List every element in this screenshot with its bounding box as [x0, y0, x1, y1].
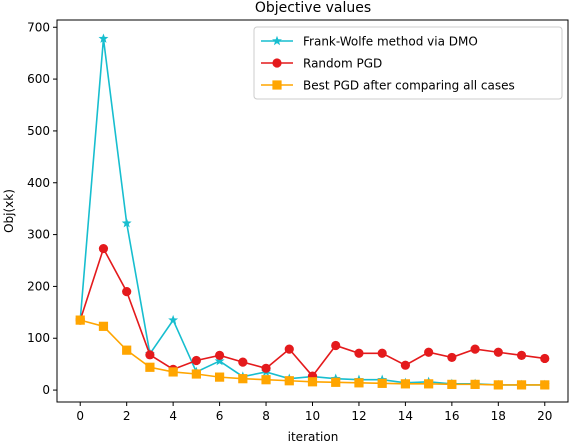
x-tick-label: 16 — [444, 409, 459, 423]
data-point — [261, 375, 271, 385]
data-point — [447, 352, 457, 363]
data-point — [400, 360, 411, 370]
data-point — [145, 362, 155, 372]
data-point — [400, 379, 411, 389]
data-point — [307, 377, 318, 387]
x-tick-label: 14 — [398, 409, 413, 423]
data-point — [470, 344, 480, 354]
data-point — [191, 369, 201, 379]
data-point — [331, 340, 341, 351]
data-point — [470, 379, 480, 389]
legend-label: Best PGD after comparing all cases — [303, 79, 515, 93]
data-point — [122, 345, 132, 355]
data-point — [191, 355, 201, 366]
x-tick-label: 20 — [537, 409, 552, 423]
data-point — [424, 379, 434, 389]
plot-frame — [56, 19, 569, 403]
data-point — [377, 378, 387, 388]
x-tick-label: 12 — [351, 409, 366, 423]
data-point — [284, 376, 294, 386]
legend-label: Random PGD — [303, 57, 382, 71]
series-circle — [75, 243, 550, 381]
data-point — [214, 372, 225, 382]
legend: Frank-Wolfe method via DMO Random PGD Best… — [253, 26, 563, 100]
y-tick-label: 400 — [27, 176, 50, 190]
y-tick-label: 200 — [27, 279, 50, 293]
data-point — [145, 350, 155, 360]
data-point — [261, 363, 271, 373]
data-point — [121, 217, 132, 228]
data-point — [354, 378, 364, 388]
series-square — [75, 315, 550, 390]
data-point — [168, 367, 178, 377]
data-point — [516, 380, 527, 390]
y-tick-label: 500 — [27, 124, 50, 138]
x-tick-label: 8 — [262, 409, 270, 423]
y-axis-label: Obj(xk) — [2, 189, 16, 233]
y-tick-label: 600 — [27, 72, 50, 86]
data-point — [168, 314, 179, 325]
data-point — [540, 380, 550, 390]
y-tick-label: 100 — [27, 331, 50, 345]
y-tick-label: 300 — [27, 228, 50, 242]
data-point — [540, 353, 550, 364]
series-layer — [75, 33, 550, 390]
legend-frame — [253, 26, 563, 100]
legend-label: Frank-Wolfe method via DMO — [303, 35, 478, 49]
data-point — [98, 33, 109, 43]
data-point — [122, 286, 132, 297]
data-point — [98, 243, 109, 254]
data-point — [331, 377, 341, 387]
x-tick-label: 4 — [169, 409, 177, 423]
legend-marker — [272, 80, 282, 90]
data-point — [354, 348, 364, 358]
data-point — [75, 315, 85, 325]
data-point — [214, 355, 225, 366]
data-point — [424, 347, 434, 357]
data-point — [284, 344, 294, 354]
y-tick-label: 700 — [27, 20, 50, 34]
x-tick-label: 18 — [491, 409, 506, 423]
data-point — [214, 350, 225, 360]
legend-marker — [272, 58, 282, 68]
y-tick-label: 0 — [42, 383, 50, 397]
x-tick-label: 10 — [305, 409, 320, 423]
legend-marker — [272, 35, 282, 46]
data-point — [493, 347, 503, 357]
data-point — [447, 379, 457, 389]
x-tick-label: 0 — [76, 409, 84, 423]
data-point — [238, 357, 248, 367]
chart-title: Objective values — [255, 0, 371, 16]
x-tick-label: 6 — [216, 409, 224, 423]
x-tick-label: 2 — [123, 409, 131, 423]
data-point — [238, 374, 248, 384]
data-point — [493, 380, 503, 390]
data-point — [377, 348, 387, 358]
data-point — [516, 350, 527, 360]
data-point — [98, 321, 109, 331]
x-axis-label: iteration — [288, 430, 339, 444]
